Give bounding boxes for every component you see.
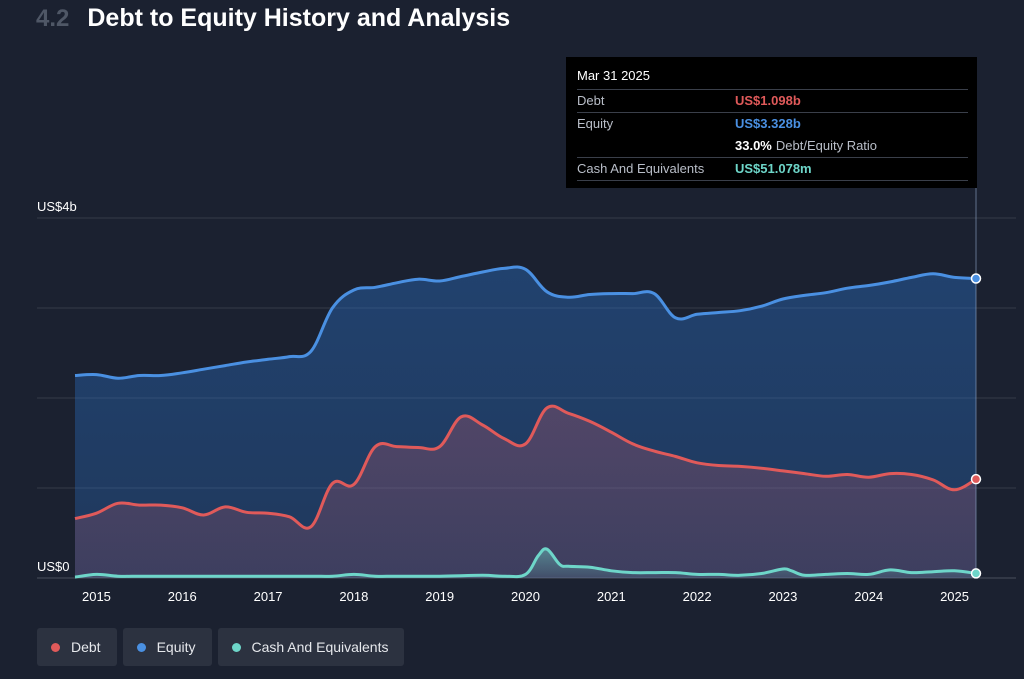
- tooltip-date: Mar 31 2025: [577, 68, 650, 83]
- legend-dot-cash: [231, 642, 241, 652]
- x-tick-label: 2016: [168, 589, 197, 604]
- tooltip-ratio-row: 33.0% Debt/Equity Ratio: [577, 135, 968, 157]
- tooltip-cash-label: Cash And Equivalents: [577, 161, 705, 176]
- page-title: Debt to Equity History and Analysis: [87, 4, 511, 32]
- legend-item-debt[interactable]: Debt: [37, 628, 117, 666]
- legend-item-cash[interactable]: Cash And Equivalents: [217, 628, 405, 666]
- cash-line: [74, 547, 977, 579]
- x-tick-label: 2022: [683, 589, 712, 604]
- x-tick-label: 2021: [597, 589, 626, 604]
- tooltip-equity-value: US$3.328b: [735, 116, 801, 131]
- equity-line: [74, 265, 977, 380]
- x-tick-label: 2025: [940, 589, 969, 604]
- legend-label-debt: Debt: [71, 639, 101, 655]
- equity-marker: [970, 273, 982, 284]
- chart-tooltip: Mar 31 2025 Debt US$1.098b Equity US$3.3…: [566, 57, 977, 188]
- x-tick-label: 2015: [82, 589, 111, 604]
- x-tick-label: 2019: [425, 589, 454, 604]
- y-tick-label: US$0: [37, 559, 70, 574]
- cash-area: [75, 548, 976, 578]
- x-tick-label: 2024: [854, 589, 883, 604]
- x-tick-label: 2023: [768, 589, 797, 604]
- cash-marker: [970, 568, 982, 579]
- chart-legend: Debt Equity Cash And Equivalents: [37, 628, 405, 666]
- tooltip-cash-row: Cash And Equivalents US$51.078m: [577, 157, 968, 181]
- tooltip-equity-label: Equity: [577, 116, 614, 131]
- legend-dot-equity: [136, 642, 146, 652]
- debt-line: [74, 404, 977, 530]
- tooltip-ratio-value: 33.0%: [735, 138, 772, 153]
- tooltip-equity-row: Equity US$3.328b: [577, 112, 968, 135]
- x-tick-label: 2018: [339, 589, 368, 604]
- section-header: 4.2 Debt to Equity History and Analysis: [36, 4, 510, 40]
- legend-item-equity[interactable]: Equity: [122, 628, 212, 666]
- debt-marker: [970, 473, 982, 485]
- legend-label-equity: Equity: [156, 639, 196, 655]
- y-tick-label: US$4b: [37, 199, 77, 214]
- tooltip-cash-value: US$51.078m: [735, 161, 812, 176]
- debt-area: [75, 406, 976, 578]
- tooltip-debt-row: Debt US$1.098b: [577, 89, 968, 112]
- section-number: 4.2: [36, 5, 70, 32]
- tooltip-debt-value: US$1.098b: [735, 93, 801, 108]
- x-tick-label: 2020: [511, 589, 540, 604]
- tooltip-ratio-label: Debt/Equity Ratio: [775, 138, 878, 153]
- x-tick-label: 2017: [254, 589, 283, 604]
- legend-label-cash: Cash And Equivalents: [251, 639, 389, 655]
- tooltip-debt-label: Debt: [577, 93, 605, 108]
- legend-dot-debt: [51, 642, 60, 652]
